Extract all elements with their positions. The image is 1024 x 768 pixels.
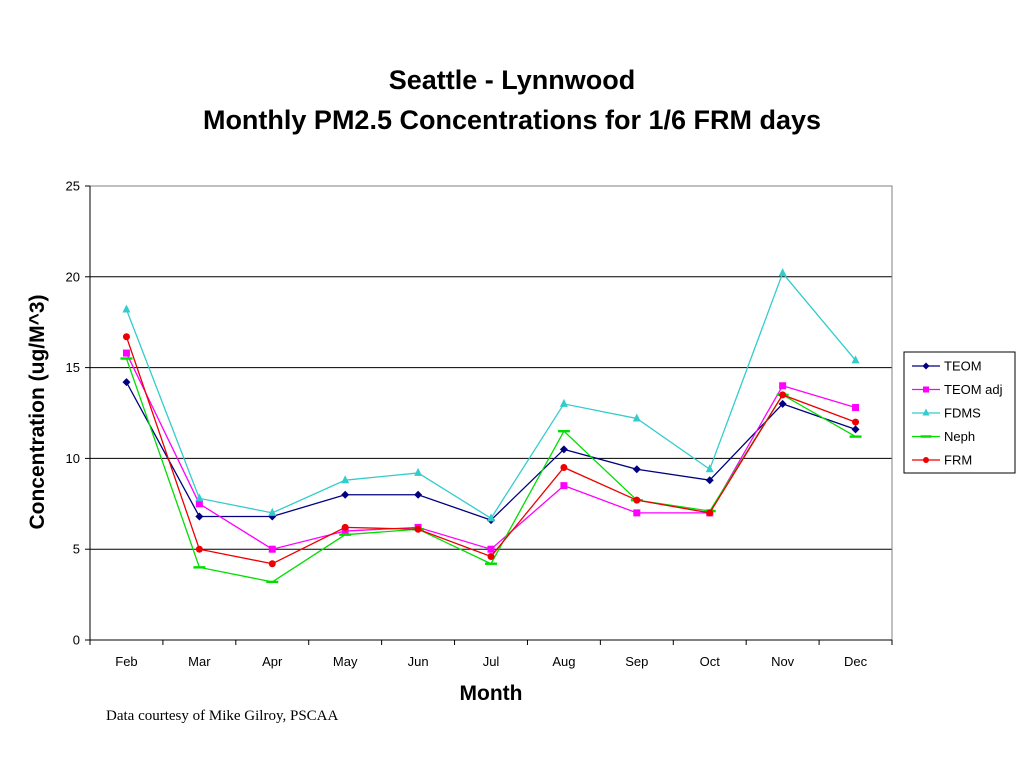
x-tick-label: Oct bbox=[700, 654, 721, 669]
chart-title: Seattle - Lynnwood bbox=[388, 65, 636, 95]
legend-swatch-marker bbox=[920, 435, 932, 438]
data-point-teom-adj bbox=[852, 404, 860, 412]
data-point-frm bbox=[633, 496, 641, 504]
data-point-frm bbox=[195, 545, 203, 553]
data-point-teom bbox=[122, 378, 131, 387]
x-axis-label: Month bbox=[459, 682, 523, 705]
data-point-teom bbox=[705, 476, 714, 485]
legend-label: FRM bbox=[944, 453, 972, 468]
data-point-neph bbox=[339, 533, 352, 536]
data-point-teom-adj bbox=[487, 545, 495, 553]
y-tick-label: 20 bbox=[66, 269, 80, 284]
data-point-teom-adj bbox=[195, 500, 203, 508]
data-point-teom-adj bbox=[122, 349, 130, 357]
data-point-neph bbox=[557, 429, 570, 433]
data-point-teom bbox=[778, 399, 787, 408]
legend-item-frm: FRM bbox=[912, 453, 972, 468]
y-tick-label: 5 bbox=[73, 542, 80, 557]
data-point-teom-adj bbox=[560, 482, 568, 490]
legend-swatch-marker bbox=[922, 408, 930, 416]
series-fdms bbox=[122, 268, 860, 522]
data-point-fdms bbox=[632, 413, 641, 422]
data-point-teom-adj bbox=[341, 527, 349, 535]
data-point-neph bbox=[849, 435, 862, 438]
series-frm bbox=[122, 333, 860, 568]
legend-item-neph: Neph bbox=[912, 429, 975, 444]
y-tick-label: 10 bbox=[66, 451, 80, 466]
data-point-frm bbox=[560, 463, 568, 471]
series-group bbox=[120, 268, 862, 584]
data-point-frm bbox=[414, 525, 422, 533]
data-point-teom-adj bbox=[779, 382, 787, 390]
x-tick-label: Aug bbox=[552, 654, 575, 669]
legend-label: Neph bbox=[944, 429, 975, 444]
data-point-frm bbox=[268, 560, 276, 568]
series-line-teom bbox=[125, 381, 856, 521]
data-point-frm bbox=[487, 552, 495, 560]
data-point-fdms bbox=[414, 467, 423, 476]
axes: 0 5 10 15 20 25 Feb Mar Apr May Jun Jul Aug Sep Oct Nov… bbox=[66, 179, 893, 669]
chart-subtitle: Monthly PM2.5 Concentrations for 1/6 FRM… bbox=[202, 105, 822, 135]
x-tick-label: Jul bbox=[483, 654, 500, 669]
legend-item-teom-adj: TEOM adj bbox=[912, 382, 1003, 397]
x-tick-label: Sep bbox=[625, 654, 648, 669]
data-point-teom bbox=[851, 425, 860, 434]
legend-swatch-marker bbox=[922, 362, 930, 370]
x-tick-label: Nov bbox=[771, 654, 795, 669]
data-point-neph bbox=[120, 357, 133, 360]
data-point-fdms bbox=[341, 475, 350, 484]
data-point-teom bbox=[195, 512, 204, 521]
data-point-fdms bbox=[487, 513, 495, 522]
data-point-neph bbox=[266, 580, 279, 584]
legend-item-teom: TEOM bbox=[912, 359, 982, 374]
data-point-neph bbox=[485, 562, 497, 565]
data-point-frm bbox=[779, 391, 787, 399]
data-point-fdms bbox=[705, 464, 714, 473]
data-point-teom-adj bbox=[268, 545, 276, 553]
legend-label: TEOM adj bbox=[944, 382, 1003, 397]
data-point-fdms bbox=[559, 398, 568, 407]
series-teom bbox=[122, 378, 860, 525]
data-point-fdms bbox=[268, 507, 277, 516]
data-point-teom bbox=[632, 465, 641, 474]
x-tick-label: Dec bbox=[844, 654, 868, 669]
y-tick-label: 15 bbox=[66, 360, 80, 375]
legend-label: FDMS bbox=[944, 406, 981, 421]
data-point-fdms bbox=[851, 355, 860, 364]
data-point-teom-adj bbox=[633, 509, 641, 517]
data-point-fdms bbox=[122, 304, 131, 313]
legend: TEOM TEOM adj FDMS Neph FRM bbox=[903, 351, 1016, 474]
series-line-fdms bbox=[125, 271, 857, 520]
data-point-frm bbox=[122, 333, 130, 341]
data-point-teom bbox=[414, 490, 423, 499]
data-point-teom bbox=[341, 490, 350, 499]
x-tick-label: Feb bbox=[115, 654, 137, 669]
data-point-frm bbox=[341, 523, 349, 531]
legend-swatch-marker bbox=[923, 386, 929, 393]
y-tick-label: 0 bbox=[73, 633, 80, 648]
data-point-frm bbox=[852, 418, 860, 426]
data-point-fdms bbox=[778, 268, 787, 277]
x-tick-label: Jun bbox=[408, 654, 429, 669]
legend-label: TEOM bbox=[944, 359, 982, 374]
y-tick-label: 25 bbox=[66, 179, 80, 194]
data-point-neph bbox=[193, 566, 206, 569]
chart-title-block: Seattle - Lynnwood Monthly PM2.5 Concent… bbox=[0, 60, 1024, 140]
x-tick-label: Mar bbox=[188, 654, 211, 669]
x-tick-label: May bbox=[333, 654, 358, 669]
data-point-fdms bbox=[195, 493, 204, 502]
data-point-frm bbox=[706, 509, 714, 517]
legend-swatch-marker bbox=[923, 457, 929, 463]
data-point-teom bbox=[559, 445, 568, 454]
data-credit: Data courtesy of Mike Gilroy, PSCAA bbox=[106, 708, 339, 724]
legend-item-fdms: FDMS bbox=[912, 406, 981, 421]
x-tick-label: Apr bbox=[262, 654, 283, 669]
